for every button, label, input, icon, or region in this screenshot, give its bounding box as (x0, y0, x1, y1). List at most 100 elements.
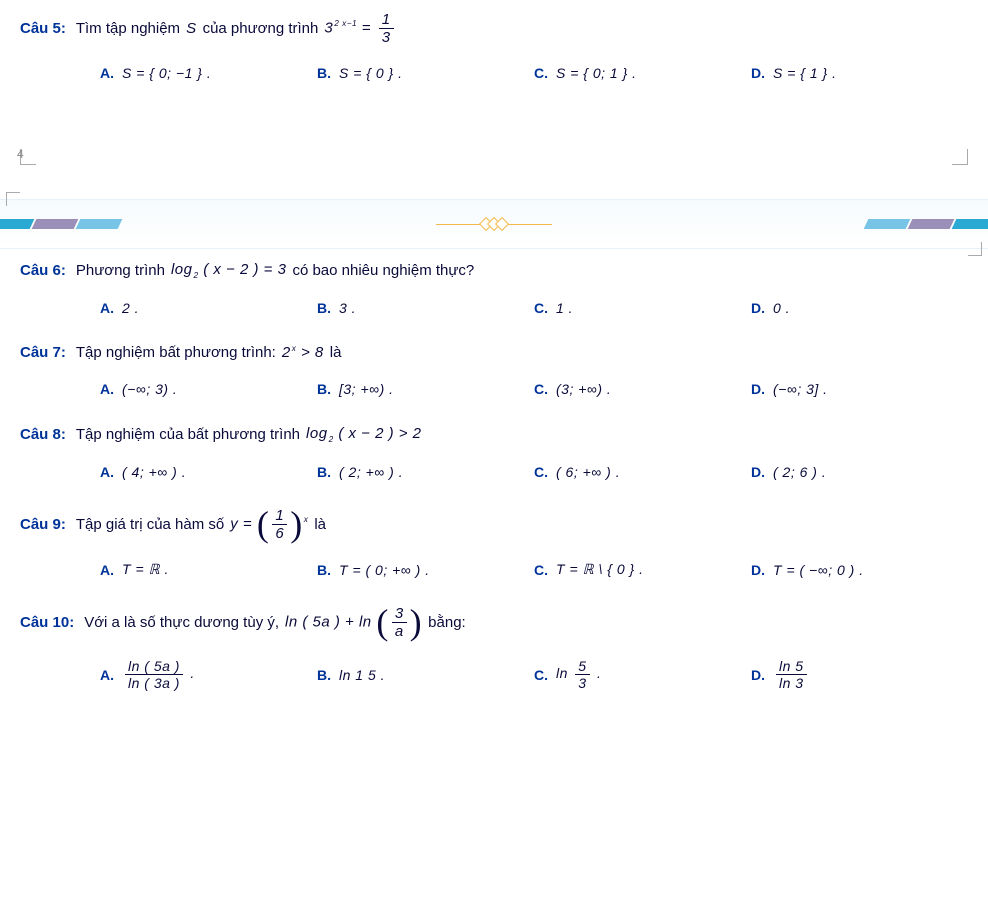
option-b: B.3 . (317, 300, 534, 316)
option-label: A. (100, 464, 114, 480)
option-a: A. T = ℝ . (100, 561, 317, 578)
option-value: S = { 1 } . (773, 65, 837, 81)
question-text-pre: Tập giá trị của hàm số (76, 516, 224, 533)
stripe (952, 219, 988, 229)
option-value: S = { 0 } . (339, 65, 403, 81)
option-label: C. (534, 464, 548, 480)
ornament-line (436, 224, 481, 225)
page-marker: 4 (17, 147, 24, 161)
option-label: B. (317, 464, 331, 480)
question-math: 32 x−1 = 13 (324, 12, 396, 45)
option-label: D. (751, 562, 765, 578)
option-label: D. (751, 300, 765, 316)
option-value: (−∞; 3) . (122, 381, 177, 397)
option-value: S = { 0; 1 } . (556, 65, 637, 81)
question-text-pre: Tập nghiệm bất phương trình: (76, 344, 276, 361)
option-value: ln 1 5 . (339, 667, 385, 683)
question-math: ln ( 5a ) + ln (3a) (285, 606, 422, 639)
option-label: C. (534, 300, 548, 316)
option-b: B.T = ( 0; +∞ ) . (317, 561, 534, 578)
options-row: A. S = { 0; −1 } . B. S = { 0 } . C. S =… (20, 65, 968, 81)
option-d: D.(−∞; 3] . (751, 381, 968, 397)
question-text-pre: Tập nghiệm của bất phương trình (76, 426, 300, 443)
page-footer-corners: 4 (0, 139, 988, 199)
option-label: B. (317, 65, 331, 81)
question-math: log2 ( x − 2 ) > 2 (306, 425, 422, 444)
option-a: A.(−∞; 3) . (100, 381, 317, 397)
question-text-post: bằng: (428, 614, 466, 631)
decorative-banner (0, 199, 988, 249)
question-header: Câu 6: Phương trình log2 ( x − 2 ) = 3 c… (20, 261, 968, 280)
option-label: A. (100, 667, 114, 683)
ornament-line (507, 224, 552, 225)
question-header: Câu 5: Tìm tập nghiệm S của phương trình… (20, 12, 968, 45)
question-text-pre: Với a là số thực dương tùy ý, (84, 614, 279, 631)
question-text-post: là (330, 344, 342, 361)
option-label: D. (751, 464, 765, 480)
option-label: B. (317, 381, 331, 397)
option-value: (3; +∞) . (556, 381, 611, 397)
option-value: ln ( 5a )ln ( 3a ) . (122, 659, 195, 690)
option-label: D. (751, 65, 765, 81)
option-value: [3; +∞) . (339, 381, 394, 397)
option-c: C. S = { 0; 1 } . (534, 65, 751, 81)
question-label: Câu 7: (20, 344, 66, 361)
option-c: C. T = ℝ \ { 0 } . (534, 561, 751, 578)
option-value: (−∞; 3] . (773, 381, 828, 397)
stripe (32, 219, 79, 229)
option-a: A. ( 4; +∞ ) . (100, 464, 317, 480)
option-value: ( 2; +∞ ) . (339, 464, 403, 480)
options-row: A. 2 . B.3 . C.1 . D. 0 . (20, 300, 968, 316)
option-value: ( 6; +∞ ) . (556, 464, 620, 480)
option-b: B. [3; +∞) . (317, 381, 534, 397)
stripe (76, 219, 123, 229)
option-value: ( 2; 6 ) . (773, 464, 826, 480)
option-value: T = ( −∞; 0 ) . (773, 562, 864, 578)
option-c: C. ( 6; +∞ ) . (534, 464, 751, 480)
option-a: A. ln ( 5a )ln ( 3a ) . (100, 659, 317, 690)
banner-corner-br-icon (968, 242, 982, 256)
question-header: Câu 9: Tập giá trị của hàm số y = (16)x … (20, 508, 968, 541)
question-10: Câu 10: Với a là số thực dương tùy ý, ln… (20, 606, 968, 690)
option-value: ln 53 . (556, 659, 601, 690)
option-label: B. (317, 300, 331, 316)
question-8: Câu 8: Tập nghiệm của bất phương trình l… (20, 425, 968, 480)
corner-left-icon: 4 (20, 149, 36, 165)
option-value: ( 4; +∞ ) . (122, 464, 186, 480)
stripes-right-icon (866, 219, 988, 229)
question-label: Câu 5: (20, 20, 66, 37)
option-value: 0 . (773, 300, 790, 316)
page-upper: Câu 5: Tìm tập nghiệm S của phương trình… (0, 0, 988, 139)
option-label: C. (534, 65, 548, 81)
option-label: A. (100, 65, 114, 81)
option-value: ln 5ln 3 (773, 659, 810, 690)
option-label: A. (100, 562, 114, 578)
center-ornament-icon (436, 219, 552, 229)
question-label: Câu 8: (20, 426, 66, 443)
option-label: C. (534, 562, 548, 578)
option-label: B. (317, 562, 331, 578)
options-row: A. T = ℝ . B.T = ( 0; +∞ ) . C. T = ℝ \ { … (20, 561, 968, 578)
question-text-pre: Tìm tập nghiệm (76, 20, 180, 37)
question-5: Câu 5: Tìm tập nghiệm S của phương trình… (20, 12, 968, 81)
question-label: Câu 9: (20, 516, 66, 533)
option-d: D. S = { 1 } . (751, 65, 968, 81)
question-9: Câu 9: Tập giá trị của hàm số y = (16)x … (20, 508, 968, 578)
option-d: D. T = ( −∞; 0 ) . (751, 561, 968, 578)
option-value: T = ℝ \ { 0 } . (556, 561, 643, 578)
option-label: A. (100, 300, 114, 316)
options-row: A.(−∞; 3) . B.[3; +∞) . C.(3; +∞) . D.(−… (20, 381, 968, 397)
corner-right-icon (952, 149, 968, 165)
option-value: T = ℝ . (122, 561, 169, 578)
question-7: Câu 7: Tập nghiệm bất phương trình: 2x >… (20, 344, 968, 397)
option-value: 2 . (122, 300, 139, 316)
question-text-post: là (314, 516, 326, 533)
page-divider-region: 4 (0, 139, 988, 249)
question-header: Câu 8: Tập nghiệm của bất phương trình l… (20, 425, 968, 444)
question-text-post: có bao nhiêu nghiệm thực? (292, 262, 474, 279)
question-text-pre: Phương trình (76, 262, 165, 279)
option-c: C.1 . (534, 300, 751, 316)
option-label: C. (534, 667, 548, 683)
option-c: C. ln 53 . (534, 659, 751, 690)
question-header: Câu 7: Tập nghiệm bất phương trình: 2x >… (20, 344, 968, 361)
